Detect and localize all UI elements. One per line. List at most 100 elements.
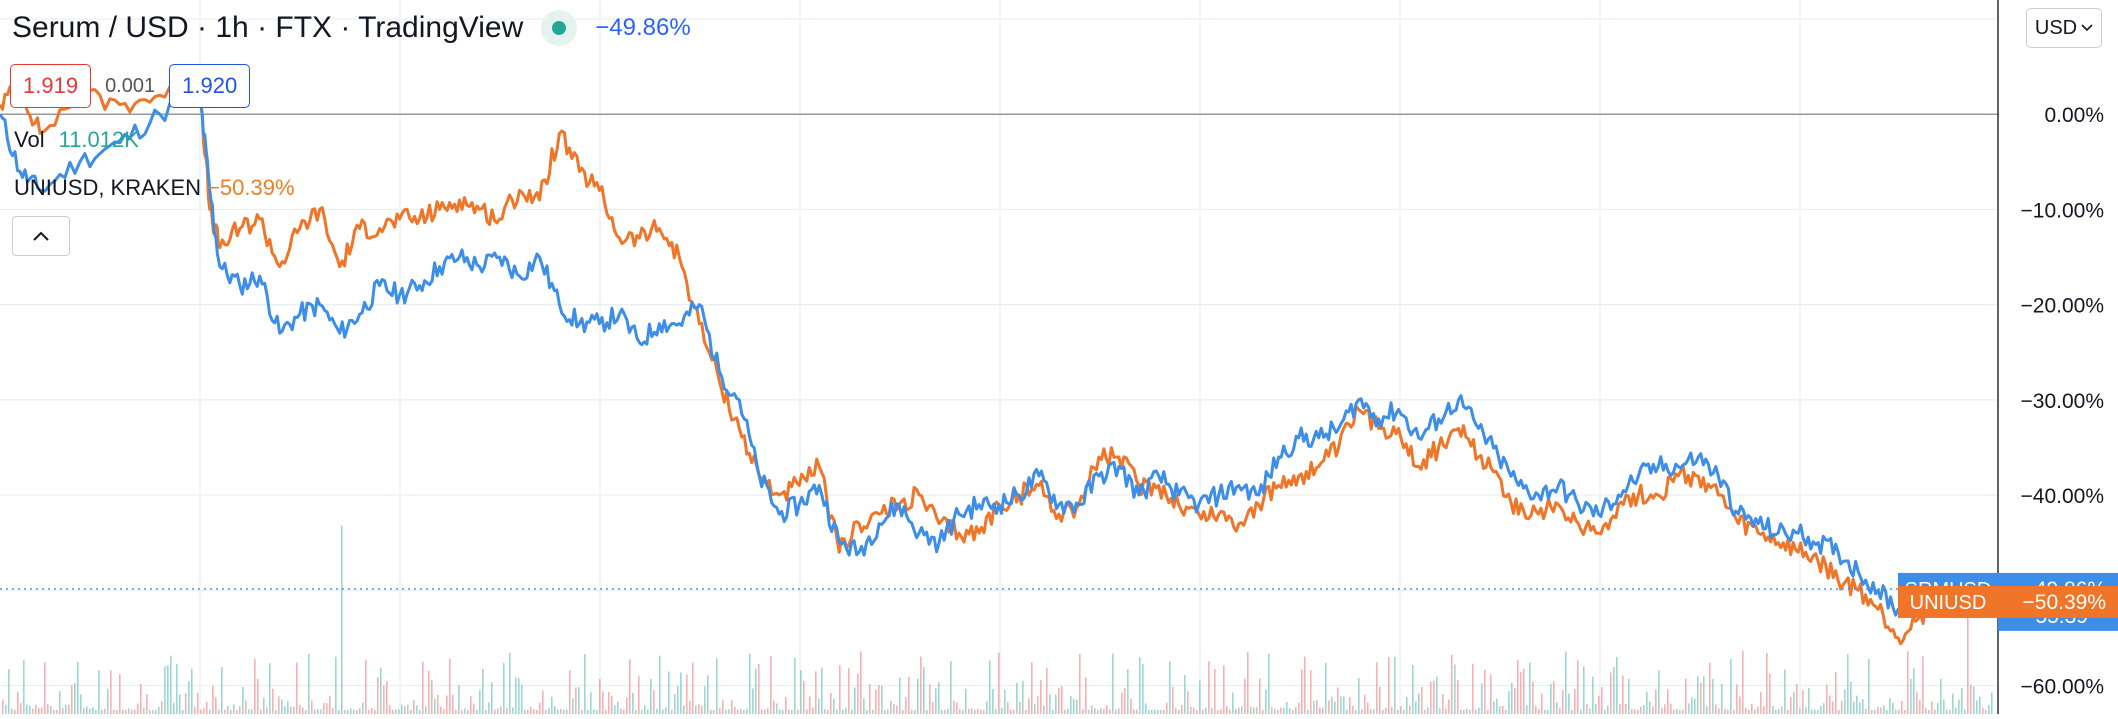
volume-bar [1850,681,1852,714]
volume-bar [1298,703,1300,714]
volume-bar [1517,660,1519,714]
volume-bar [863,698,865,714]
volume-bar [383,685,385,714]
volume-bar [371,707,373,714]
volume-bar [1775,709,1777,714]
volume-bar [1400,706,1402,714]
volume-bar [905,697,907,714]
volume-bar [962,709,964,714]
compare-change: −50.39% [207,175,295,200]
volume-bar [146,694,148,714]
volume-bar [1925,708,1927,714]
volume-bar [137,703,139,714]
volume-bar [971,708,973,714]
volume-bar [1199,680,1201,714]
volume-bar [644,705,646,714]
volume-bar [1793,692,1795,714]
volume-bar [1172,686,1174,714]
volume-bar [1088,709,1090,714]
volume-legend[interactable]: Vol 11.012K [14,127,139,153]
volume-bar [1034,703,1036,714]
collapse-legend-button[interactable] [12,216,70,256]
volume-bar [938,682,940,714]
volume-bar [1277,709,1279,714]
volume-bar [524,709,526,714]
volume-bar [1022,680,1024,714]
currency-selector[interactable]: USD [2026,8,2102,48]
volume-bar [1556,702,1558,714]
last-value-label: −50.39% [2023,591,2107,614]
volume-bar [221,667,223,714]
volume-bar [1013,709,1015,714]
volume-bar [788,709,790,714]
volume-bar [1823,703,1825,714]
volume-bar [1859,702,1861,714]
market-status-icon[interactable] [541,10,578,46]
volume-bar [1847,654,1849,714]
volume-bar [1670,703,1672,714]
volume-bar [491,682,493,714]
volume-bar [269,663,271,714]
buy-price-button[interactable]: 1.920 [169,64,251,108]
volume-bar [1280,707,1282,714]
volume-bar [539,703,541,714]
volume-bar [422,661,424,714]
grid [0,0,1998,714]
volume-bar [1808,687,1810,714]
volume-bar [458,685,460,714]
volume-bar [1343,696,1345,714]
volume-bar [956,702,958,714]
volume-bar [1514,687,1516,714]
volume-histogram [2,525,1993,714]
volume-bar [1916,692,1918,714]
volume-bar [695,705,697,714]
symbol-title[interactable]: Serum / USD · 1h · FTX · TradingView [12,11,524,44]
volume-bar [1292,709,1294,714]
volume-bar [143,707,145,714]
volume-bar [1040,680,1042,714]
volume-bar [1649,701,1651,714]
volume-bar [1730,659,1732,714]
volume-bar [617,701,619,714]
volume-bar [1046,668,1048,714]
volume-bar [1706,706,1708,714]
volume-bar [827,709,829,714]
volume-bar [1220,708,1222,714]
volume-bar [1406,696,1408,714]
volume-bar [560,709,562,714]
volume-bar [266,707,268,714]
volume-bar [845,707,847,714]
volume-bar [1634,709,1636,714]
sell-price-button[interactable]: 1.919 [10,64,92,108]
volume-bar [275,709,277,714]
volume-bar [464,708,466,714]
volume-bar [563,709,565,714]
volume-bar [1325,662,1327,714]
volume-bar [1073,698,1075,714]
volume-bar [584,654,586,714]
volume-bar [1427,706,1429,714]
volume-bar [1346,709,1348,714]
volume-bar [395,709,397,714]
volume-bar [842,709,844,714]
volume-bar [1940,679,1942,714]
volume-bar [1337,687,1339,714]
volume-bar [989,660,991,714]
volume-bar [1235,709,1237,714]
volume-bar [446,695,448,714]
volume-bar [1163,710,1165,714]
volume-bar [836,709,838,714]
volume-bar [353,709,355,714]
volume-bar [1937,703,1939,714]
volume-bar [1595,704,1597,714]
volume-bar [434,698,436,714]
volume-bar [197,692,199,714]
compare-legend[interactable]: UNIUSD, KRAKEN −50.39% [14,175,295,201]
volume-bar [1094,708,1096,714]
volume-bar [689,700,691,714]
volume-bar [1238,707,1240,714]
volume-bar [1829,695,1831,714]
volume-bar [1364,694,1366,714]
